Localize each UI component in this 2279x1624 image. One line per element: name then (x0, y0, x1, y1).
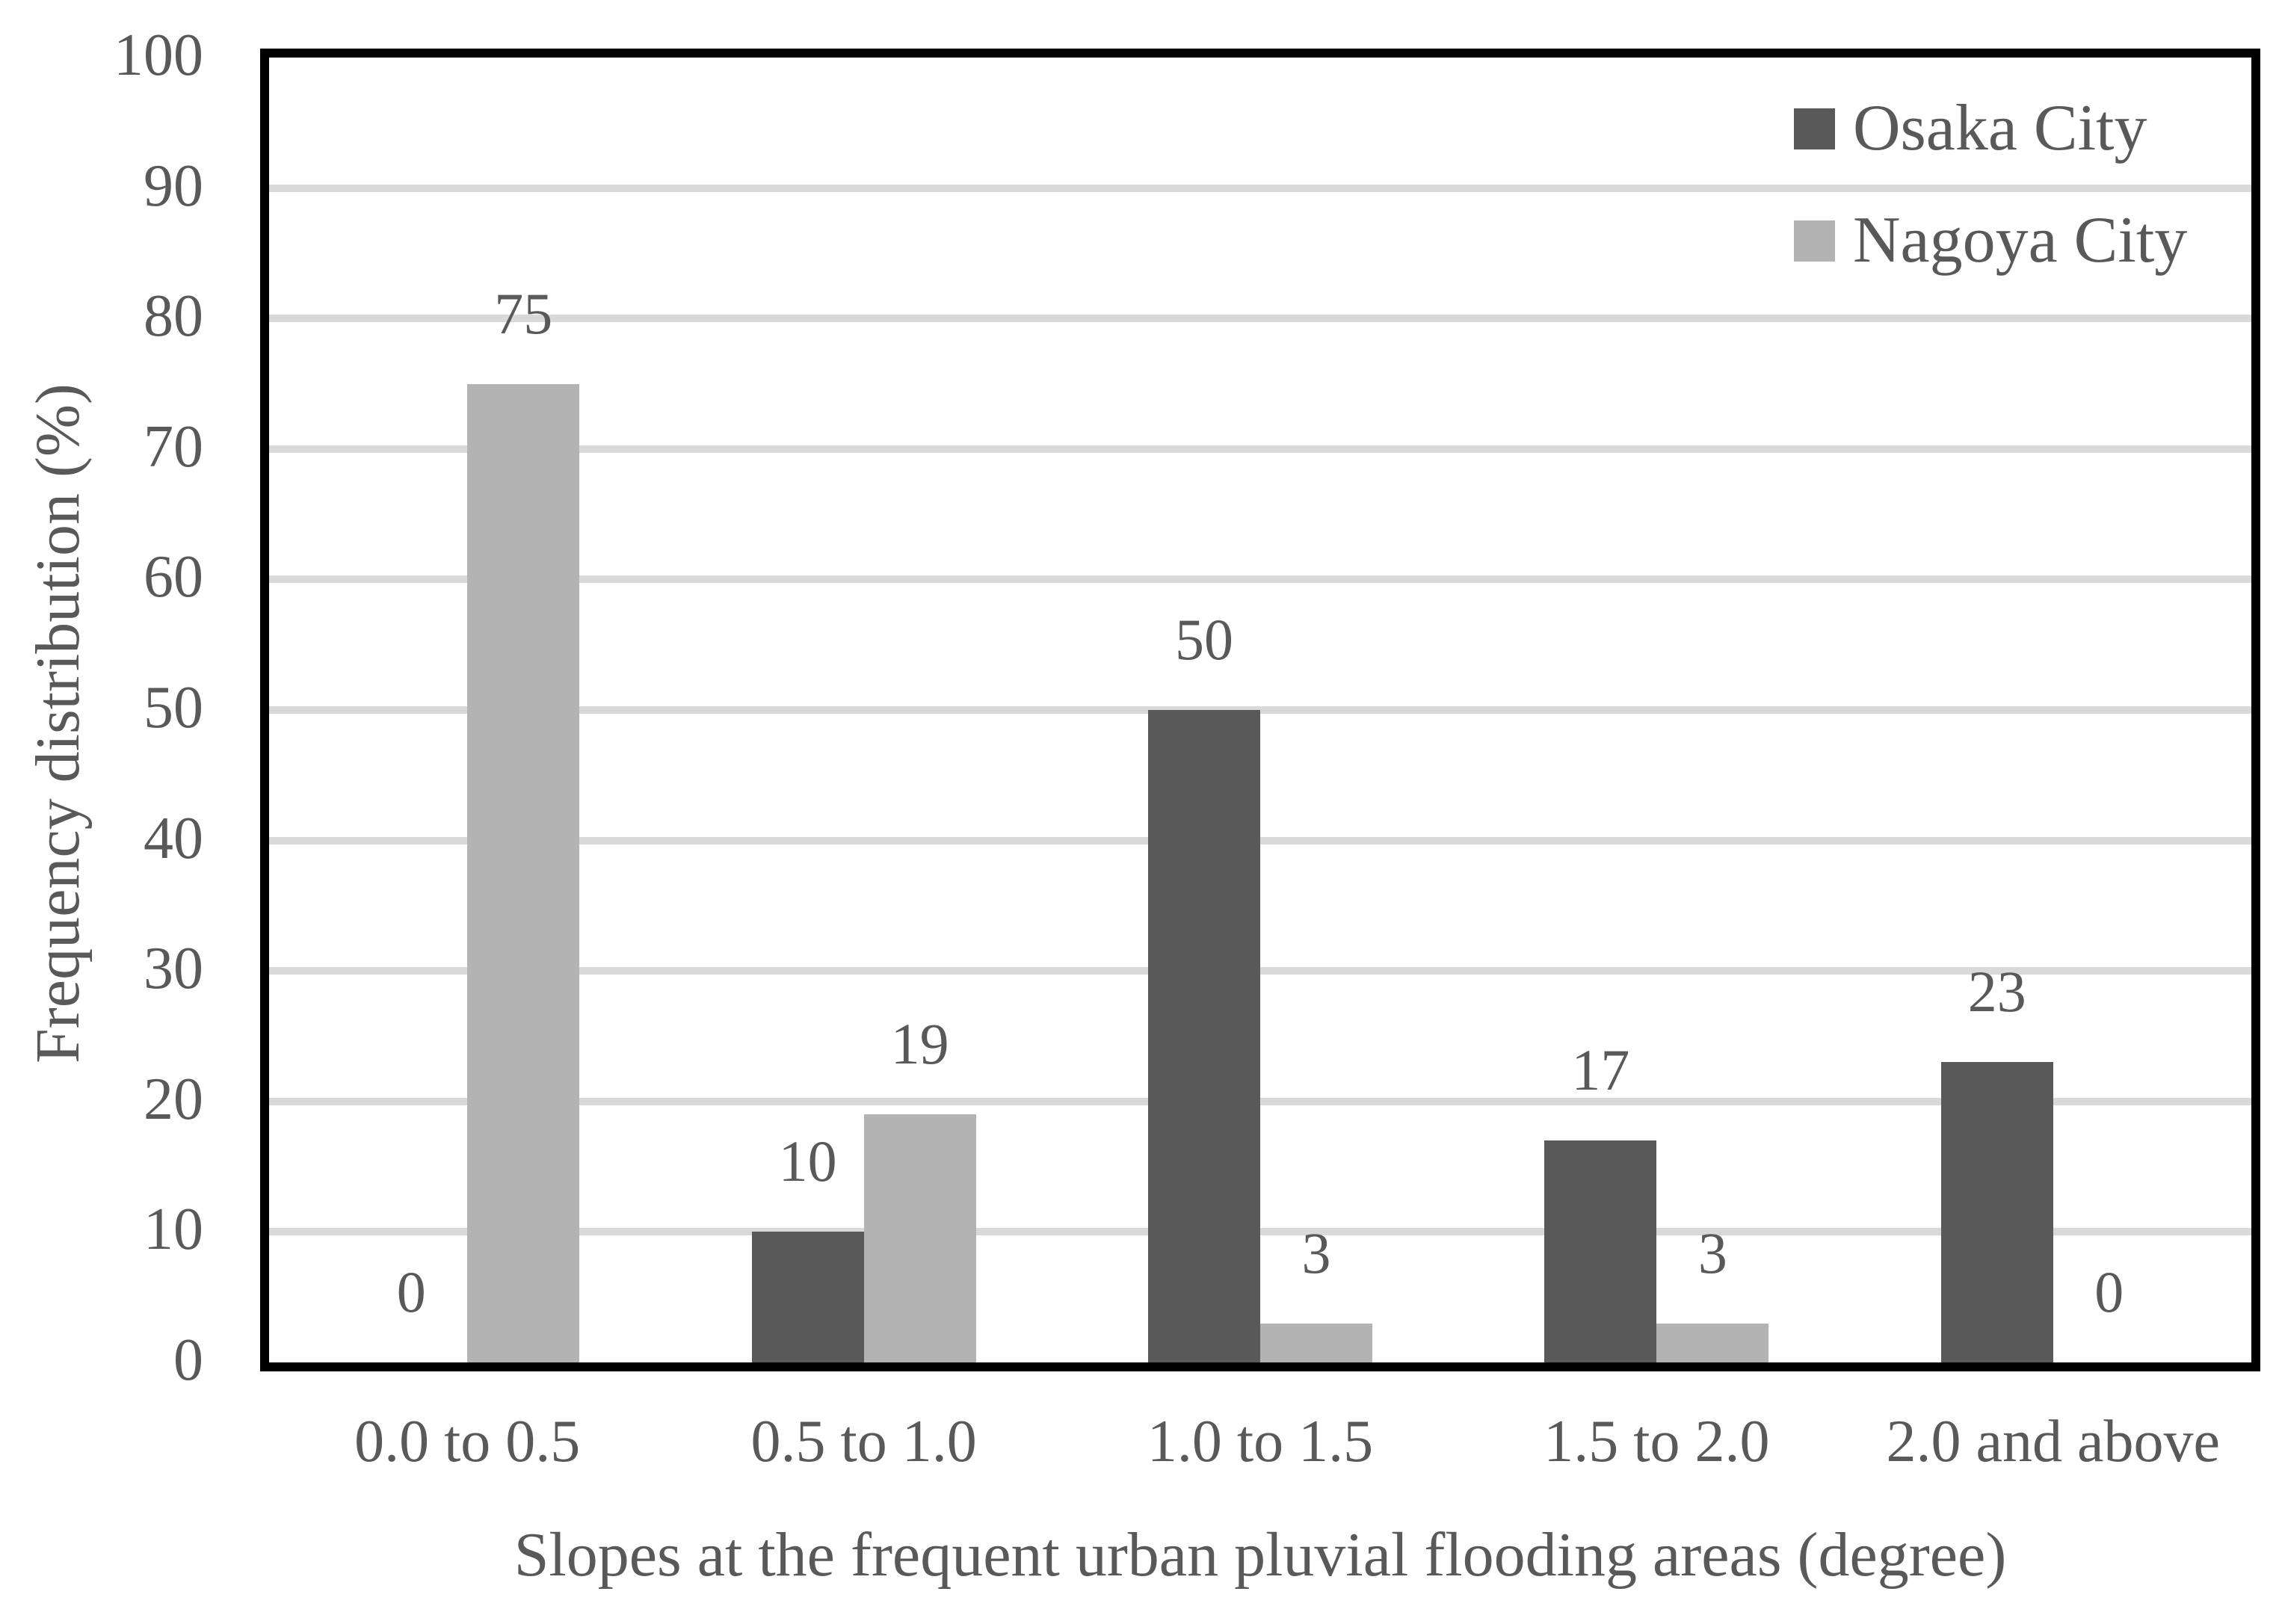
data-label-nagoya-city-0: 75 (494, 280, 553, 346)
gridline-y-20 (269, 1097, 2251, 1105)
x-tick-label-3: 1.5 to 2.0 (1544, 1409, 1770, 1475)
x-tick-label-4: 2.0 and above (1886, 1409, 2221, 1475)
data-label-osaka-city-1: 10 (778, 1129, 837, 1194)
bar-osaka-city-4 (1940, 1062, 2053, 1362)
data-label-osaka-city-2: 50 (1175, 607, 1233, 672)
legend-swatch-osaka-icon (1794, 108, 1835, 149)
y-tick-label-50: 50 (144, 674, 203, 741)
x-axis-title: Slopes at the frequent urban pluvial flo… (514, 1520, 2007, 1590)
legend-item-osaka-city: Osaka City (1794, 92, 2187, 164)
y-tick-label-90: 90 (144, 152, 203, 219)
y-tick-label-80: 80 (144, 282, 203, 349)
data-label-nagoya-city-3: 3 (1697, 1220, 1727, 1285)
y-tick-label-20: 20 (144, 1066, 203, 1132)
data-label-nagoya-city-2: 3 (1301, 1220, 1331, 1285)
legend-item-nagoya-city: Nagoya City (1794, 204, 2188, 277)
gridline-y-50 (269, 706, 2251, 714)
y-tick-label-0: 0 (173, 1327, 203, 1393)
x-tick-label-1: 0.5 to 1.0 (750, 1409, 977, 1475)
legend-swatch-nagoya-icon (1794, 220, 1835, 262)
gridline-y-30 (269, 967, 2251, 975)
data-label-osaka-city-4: 23 (1967, 959, 2026, 1025)
data-label-osaka-city-3: 17 (1571, 1037, 1630, 1103)
gridline-y-70 (269, 445, 2251, 453)
y-tick-label-40: 40 (144, 805, 203, 871)
legend: Osaka City Nagoya City (1794, 92, 2188, 323)
gridline-y-10 (269, 1228, 2251, 1236)
y-tick-label-70: 70 (144, 413, 203, 480)
bar-nagoya-city-0 (467, 383, 580, 1362)
bar-osaka-city-3 (1544, 1140, 1657, 1362)
bar-nagoya-city-1 (863, 1114, 976, 1362)
bar-osaka-city-1 (751, 1232, 864, 1362)
plot-area-border (260, 49, 2260, 1371)
legend-label-nagoya-city: Nagoya City (1853, 204, 2188, 277)
bar-nagoya-city-2 (1260, 1323, 1372, 1362)
x-tick-label-2: 1.0 to 1.5 (1147, 1409, 1374, 1475)
bar-nagoya-city-3 (1656, 1323, 1769, 1362)
y-tick-label-60: 60 (144, 544, 203, 611)
data-label-nagoya-city-1: 19 (890, 1011, 949, 1077)
y-tick-label-10: 10 (144, 1197, 203, 1263)
gridline-y-60 (269, 575, 2251, 584)
gridline-y-90 (269, 184, 2251, 192)
data-label-nagoya-city-4: 0 (2094, 1259, 2124, 1324)
gridline-y-40 (269, 836, 2251, 845)
y-tick-label-100: 100 (114, 22, 203, 88)
x-tick-label-0: 0.0 to 0.5 (354, 1409, 581, 1475)
bar-osaka-city-2 (1148, 710, 1260, 1362)
legend-label-osaka-city: Osaka City (1853, 92, 2147, 164)
y-tick-label-30: 30 (144, 935, 203, 1001)
data-label-osaka-city-0: 0 (396, 1259, 426, 1324)
gridline-y-80 (269, 315, 2251, 323)
